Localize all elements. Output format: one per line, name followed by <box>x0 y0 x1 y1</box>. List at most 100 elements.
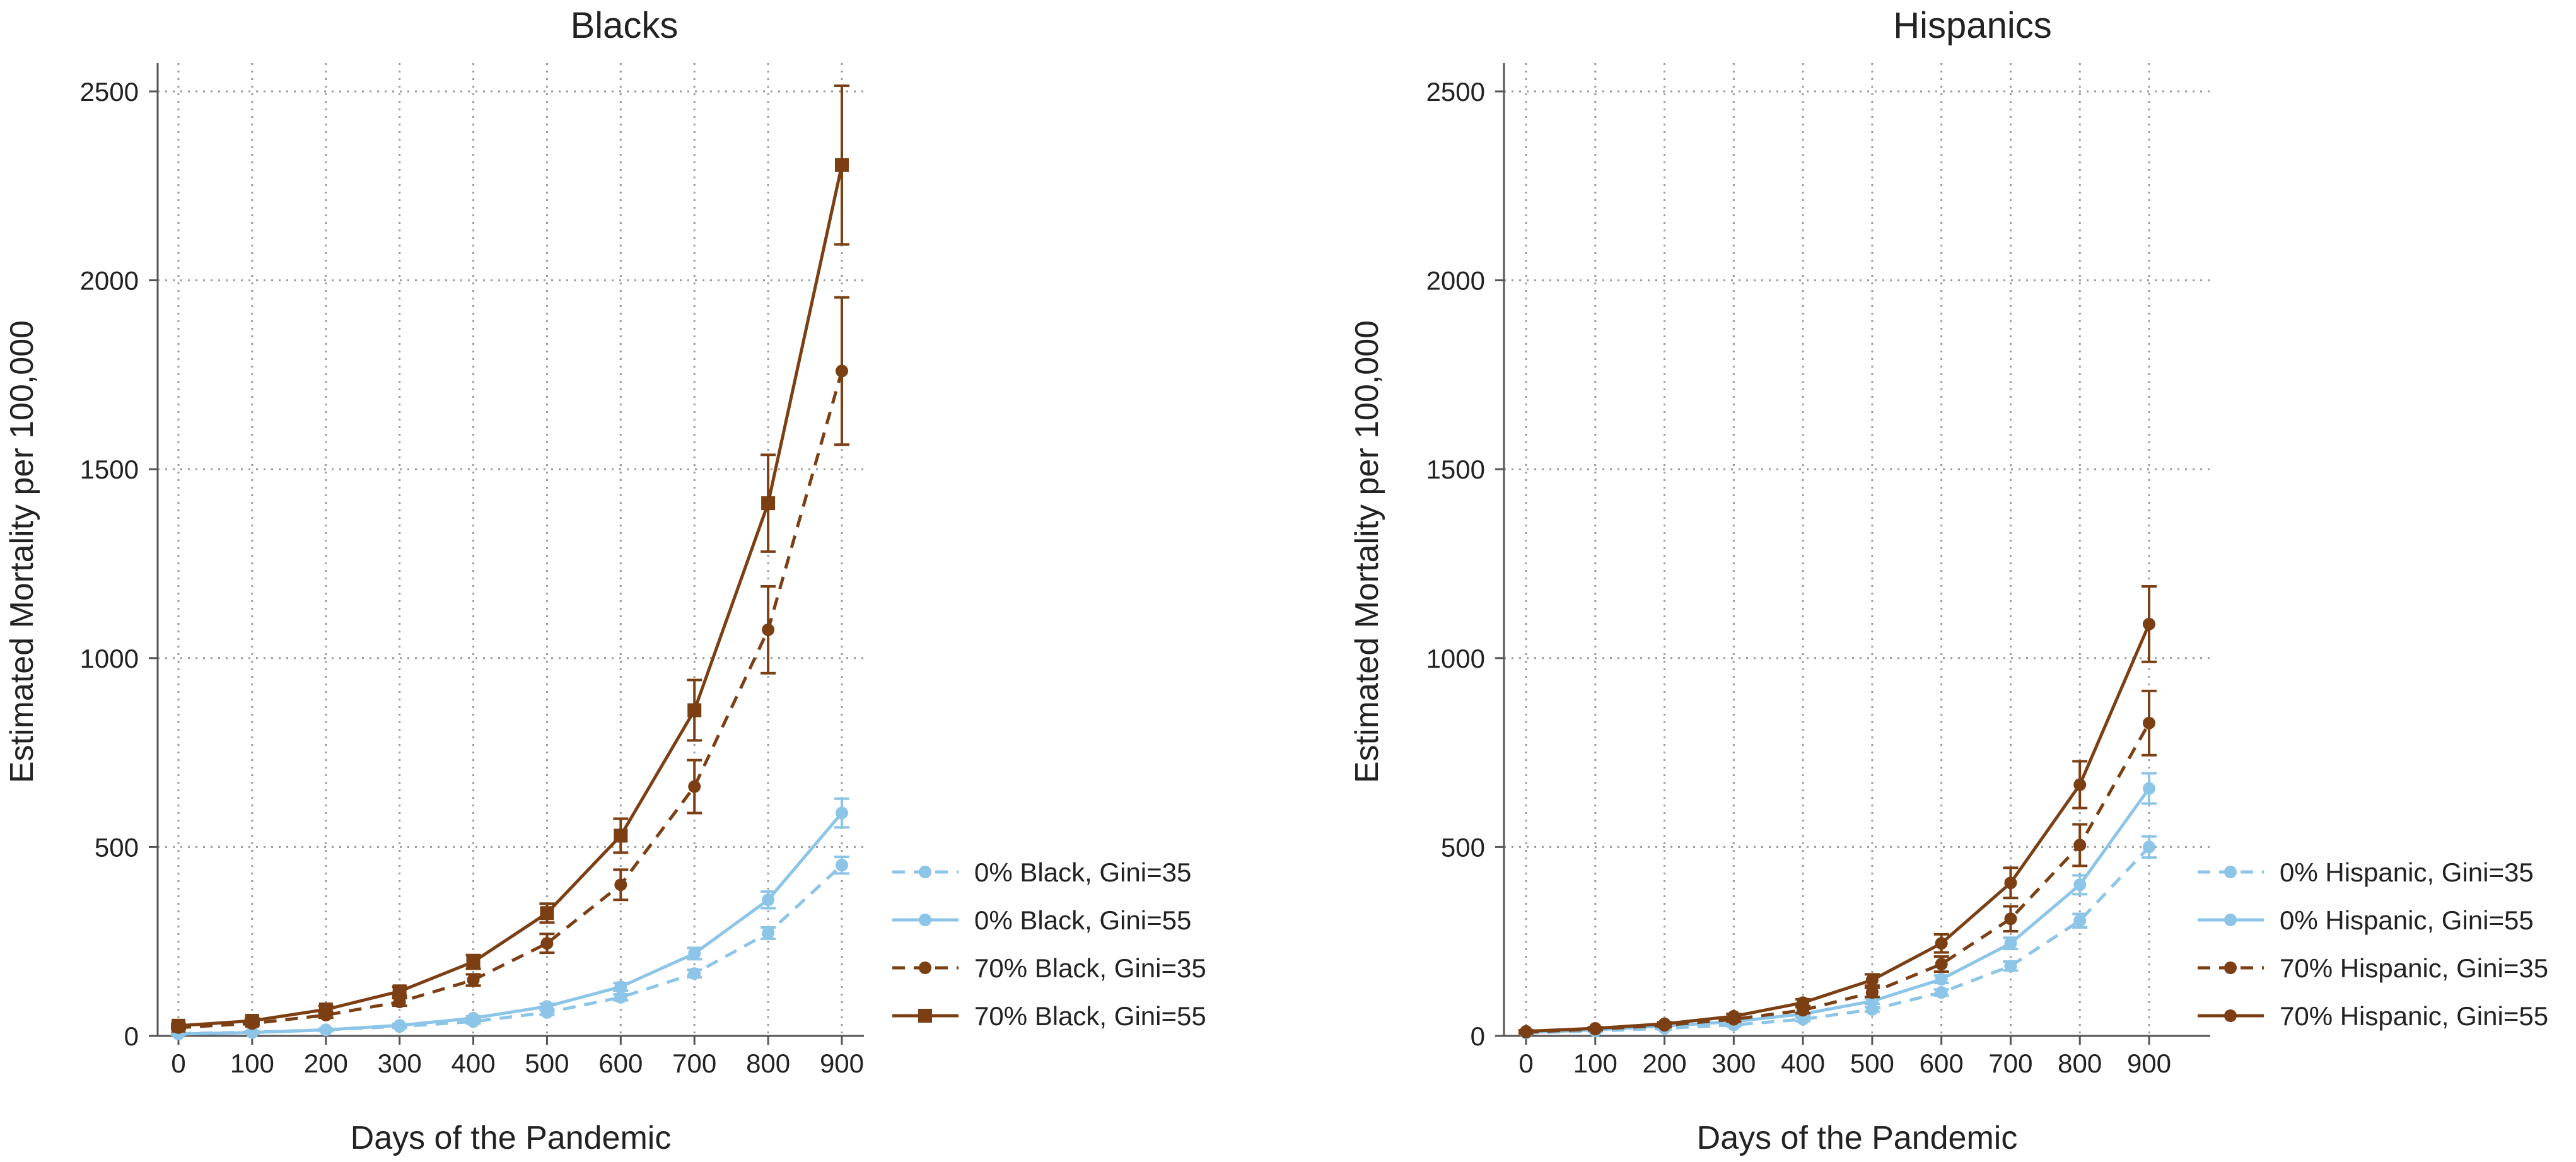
legend-swatch-marker <box>2224 866 2237 878</box>
data-point <box>319 1023 332 1037</box>
data-point <box>2143 617 2155 630</box>
series-3 <box>1518 584 2157 1038</box>
data-point <box>2143 840 2155 854</box>
x-tick-label: 200 <box>1643 1049 1687 1078</box>
data-point <box>2004 912 2017 926</box>
data-point <box>318 1002 333 1017</box>
panel-blacks: Blacks Estimated Mortality per 100,000 D… <box>4 5 1206 1156</box>
x-tick-label: 0 <box>171 1049 185 1078</box>
y-tick-label: 1000 <box>1426 644 1485 673</box>
gridlines <box>1504 63 2210 1037</box>
data-point <box>540 906 554 921</box>
x-tick-label: 800 <box>746 1049 790 1078</box>
data-point <box>1935 973 1948 986</box>
legend-label: 70% Hispanic, Gini=55 <box>2280 1001 2548 1031</box>
y-tick-label: 0 <box>1471 1021 1485 1051</box>
series-line <box>178 165 844 1028</box>
data-point <box>688 947 701 960</box>
x-axis-label: Days of the Pandemic <box>1697 1120 2018 1156</box>
data-point <box>2143 716 2155 729</box>
data-point <box>2073 778 2087 791</box>
series-2 <box>1518 689 2157 1039</box>
data-point <box>2073 839 2087 852</box>
data-point <box>540 937 554 950</box>
legend-swatch-marker <box>918 1009 932 1023</box>
legend-item: 0% Black, Gini=35 <box>892 857 1191 887</box>
y-tick-label: 1500 <box>80 455 139 484</box>
legend-swatch-marker <box>919 962 931 974</box>
data-point <box>1727 1009 1740 1023</box>
data-point <box>762 893 775 907</box>
legend-label: 70% Hispanic, Gini=35 <box>2280 953 2548 983</box>
legend-swatch-marker <box>919 866 931 878</box>
data-point <box>835 158 849 172</box>
data-point <box>1865 973 1879 987</box>
data-point <box>393 1019 406 1032</box>
data-point <box>836 859 848 872</box>
data-point <box>1865 986 1879 999</box>
legend-label: 0% Black, Gini=55 <box>974 905 1191 935</box>
series-1 <box>171 797 849 1041</box>
data-point <box>836 806 848 820</box>
x-axis-label: Days of the Pandemic <box>351 1120 672 1156</box>
data-point <box>1658 1017 1671 1030</box>
data-point <box>245 1014 259 1028</box>
x-tick-label: 300 <box>1711 1049 1756 1078</box>
x-tick-label: 200 <box>304 1049 348 1078</box>
legend-swatch-marker <box>2224 1009 2237 1022</box>
x-tick-label: 900 <box>820 1049 864 1078</box>
y-tick-label: 1500 <box>1426 455 1485 484</box>
data-point <box>2073 878 2087 892</box>
x-tick-label: 0 <box>1518 1049 1533 1078</box>
legend-item: 0% Hispanic, Gini=55 <box>2198 905 2534 935</box>
legend-item: 0% Hispanic, Gini=35 <box>2198 857 2534 887</box>
x-tick-label: 600 <box>1920 1049 1964 1078</box>
data-point <box>172 1018 185 1033</box>
data-point <box>1935 937 1948 950</box>
legend-label: 0% Black, Gini=35 <box>974 857 1191 887</box>
data-point <box>1935 986 1948 999</box>
series-line <box>1525 845 2150 1035</box>
series-3 <box>171 84 849 1033</box>
legend-label: 70% Black, Gini=55 <box>974 1001 1206 1031</box>
data-point <box>393 996 406 1009</box>
series-2 <box>171 296 849 1034</box>
gridlines <box>158 63 864 1037</box>
legend-item: 70% Black, Gini=35 <box>892 953 1206 983</box>
x-tick-label: 100 <box>230 1049 274 1078</box>
x-tick-label: 800 <box>2058 1049 2102 1078</box>
y-tick-label: 500 <box>1441 832 1485 862</box>
data-point <box>1588 1022 1602 1035</box>
series-line <box>178 370 844 1030</box>
legend-swatch-marker <box>2224 962 2237 974</box>
data-point <box>245 1026 259 1039</box>
data-point <box>467 973 480 987</box>
y-tick-label: 500 <box>95 832 139 862</box>
panel-hispanics: Hispanics Estimated Mortality per 100,00… <box>1349 5 2548 1156</box>
y-tick-label: 0 <box>124 1021 139 1051</box>
data-point <box>836 364 848 378</box>
data-point <box>2073 914 2087 927</box>
y-axis-label: Estimated Mortality per 100,000 <box>1349 320 1385 783</box>
y-tick-label: 2000 <box>80 266 139 296</box>
x-tick-label: 600 <box>598 1049 643 1078</box>
data-point <box>761 496 776 511</box>
x-tick-label: 300 <box>378 1049 422 1078</box>
data-point <box>688 967 701 980</box>
data-point <box>614 980 627 994</box>
x-tick-label: 500 <box>1850 1049 1894 1078</box>
data-point <box>2004 937 2017 950</box>
x-tick-label: 700 <box>1988 1049 2032 1078</box>
data-point <box>614 991 627 1004</box>
x-tick-label: 700 <box>672 1049 716 1078</box>
data-point <box>392 984 407 999</box>
chart-title: Hispanics <box>1893 5 2051 46</box>
series-line <box>178 864 843 1035</box>
x-tick-label: 400 <box>1781 1049 1825 1078</box>
series-line <box>1525 722 2151 1034</box>
chart-title: Blacks <box>571 5 679 46</box>
series-line <box>1525 623 2151 1033</box>
legend-item: 0% Black, Gini=55 <box>892 905 1191 935</box>
data-point <box>1797 996 1810 1009</box>
